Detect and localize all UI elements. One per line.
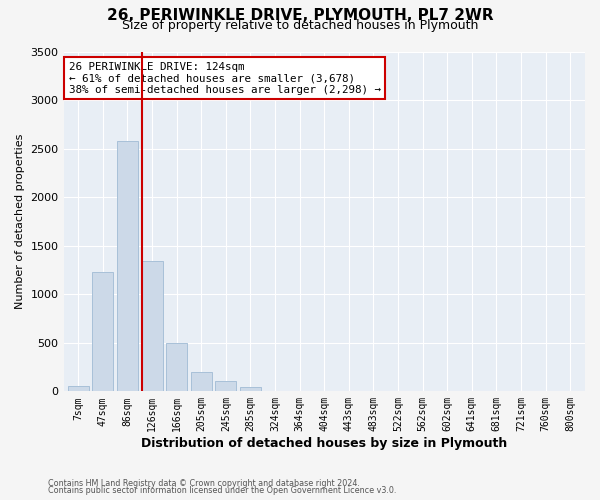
Bar: [142, 261, 163, 392]
Text: Contains public sector information licensed under the Open Government Licence v3: Contains public sector information licen…: [48, 486, 397, 495]
Text: 26 PERIWINKLE DRIVE: 124sqm
← 61% of detached houses are smaller (3,678)
38% of : 26 PERIWINKLE DRIVE: 124sqm ← 61% of det…: [69, 62, 381, 95]
Bar: [117, 141, 138, 392]
Text: Contains HM Land Registry data © Crown copyright and database right 2024.: Contains HM Land Registry data © Crown c…: [48, 478, 360, 488]
Bar: [240, 387, 261, 392]
Text: Size of property relative to detached houses in Plymouth: Size of property relative to detached ho…: [122, 19, 478, 32]
Text: 26, PERIWINKLE DRIVE, PLYMOUTH, PL7 2WR: 26, PERIWINKLE DRIVE, PLYMOUTH, PL7 2WR: [107, 8, 493, 22]
Bar: [215, 380, 236, 392]
Bar: [191, 372, 212, 392]
Bar: [68, 386, 89, 392]
X-axis label: Distribution of detached houses by size in Plymouth: Distribution of detached houses by size …: [141, 437, 508, 450]
Y-axis label: Number of detached properties: Number of detached properties: [15, 134, 25, 309]
Bar: [166, 343, 187, 392]
Bar: [92, 272, 113, 392]
